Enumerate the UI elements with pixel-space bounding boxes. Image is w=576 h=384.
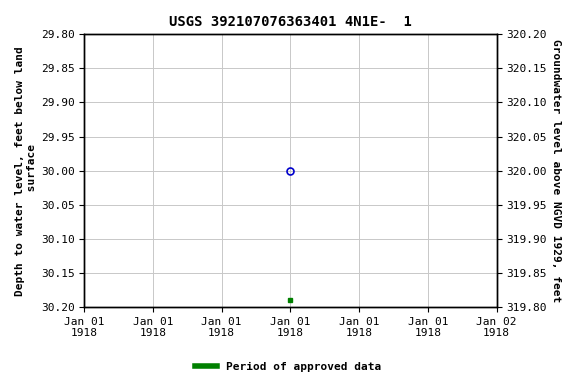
Y-axis label: Groundwater level above NGVD 1929, feet: Groundwater level above NGVD 1929, feet <box>551 39 561 302</box>
Legend: Period of approved data: Period of approved data <box>191 357 385 377</box>
Title: USGS 392107076363401 4N1E-  1: USGS 392107076363401 4N1E- 1 <box>169 15 412 29</box>
Y-axis label: Depth to water level, feet below land
 surface: Depth to water level, feet below land su… <box>15 46 37 296</box>
